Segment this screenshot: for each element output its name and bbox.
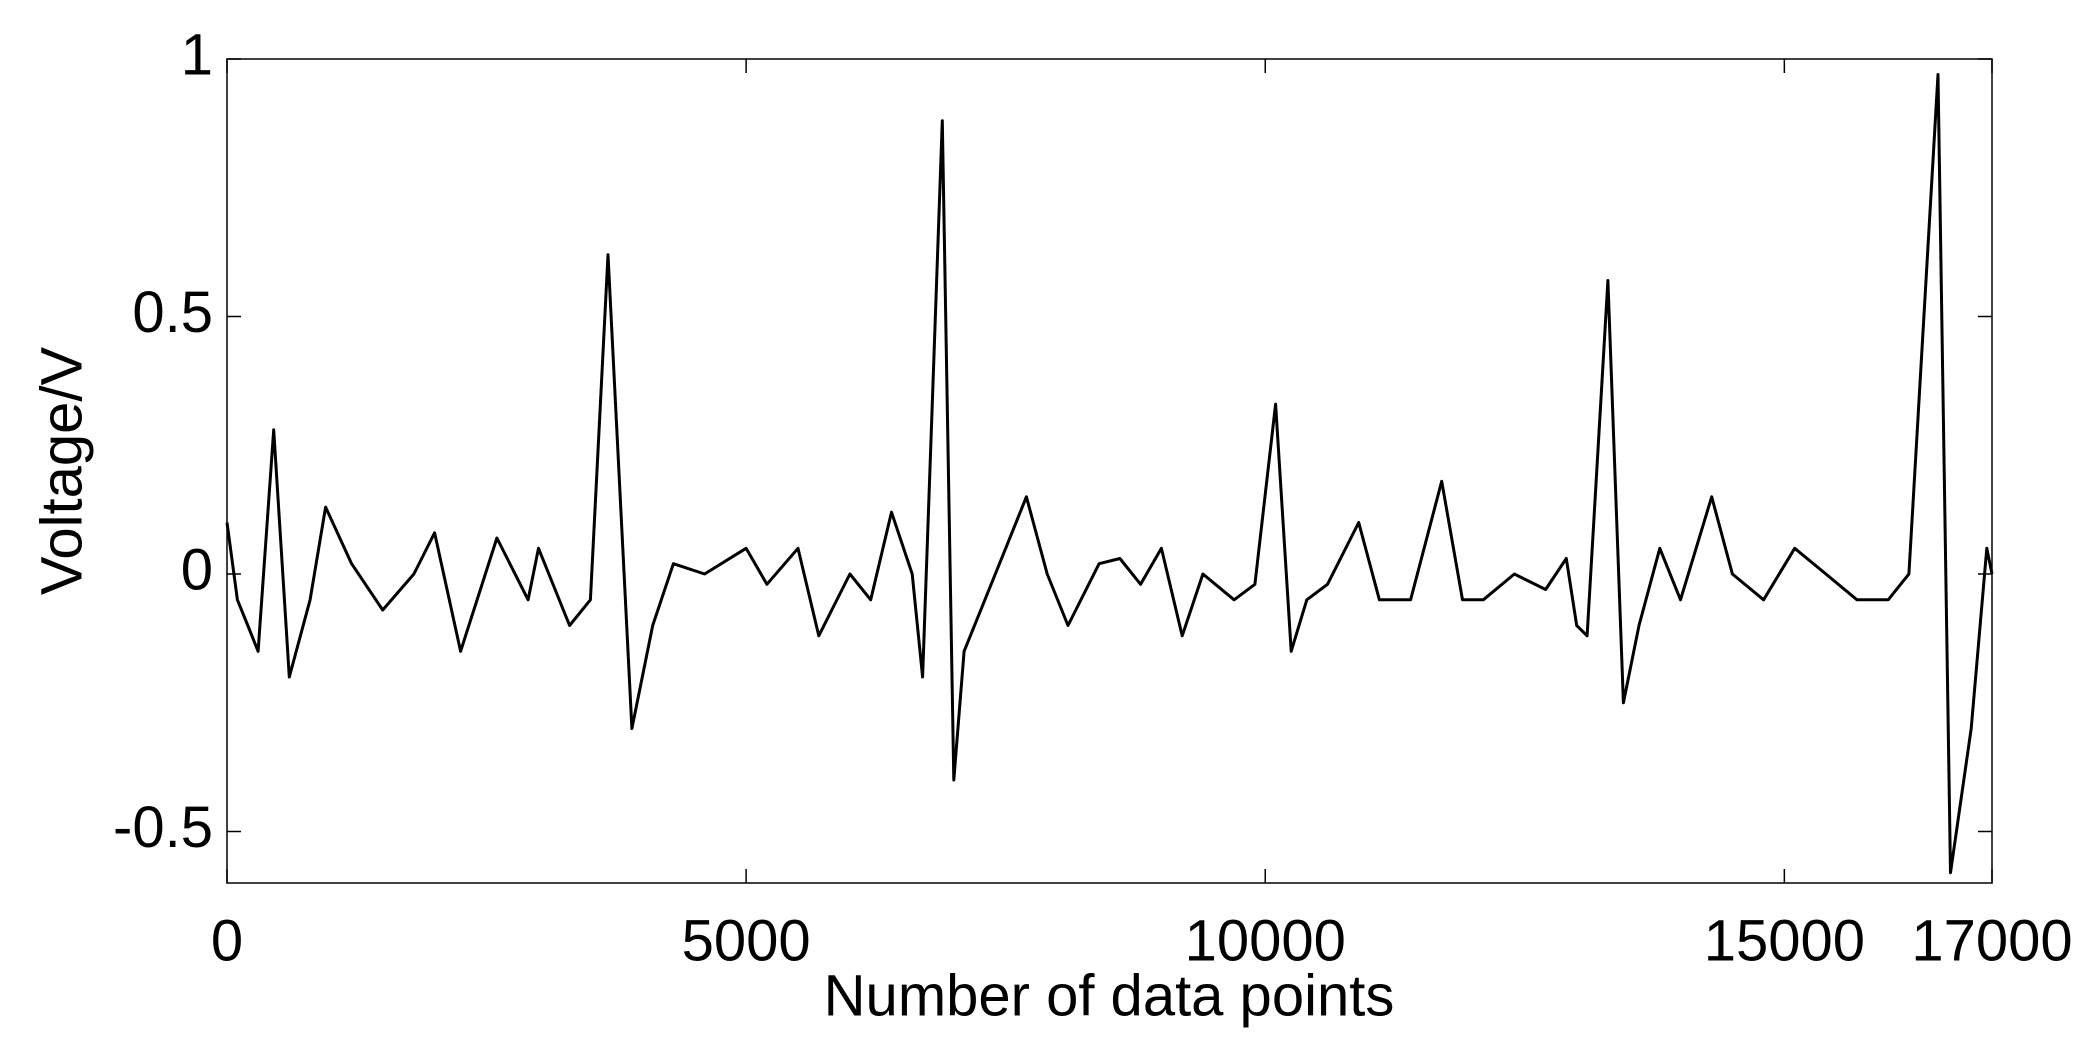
x-tick-label: 15000 bbox=[1704, 908, 1865, 973]
x-tick-label: 5000 bbox=[682, 908, 811, 973]
x-tick-label: 17000 bbox=[1911, 908, 2072, 973]
y-tick-label: 1 bbox=[181, 22, 213, 87]
y-axis-label: Voltage/V bbox=[29, 347, 94, 596]
plot-frame bbox=[226, 58, 1993, 884]
y-tick-label: -0.5 bbox=[113, 795, 213, 860]
y-tick-label: 0 bbox=[181, 537, 213, 602]
y-tick-label: 0.5 bbox=[132, 280, 213, 345]
x-tick-label: 10000 bbox=[1185, 908, 1346, 973]
x-axis-label: Number of data points bbox=[824, 963, 1395, 1028]
signal-line bbox=[225, 73, 1994, 875]
x-tick-label: 0 bbox=[211, 908, 243, 973]
